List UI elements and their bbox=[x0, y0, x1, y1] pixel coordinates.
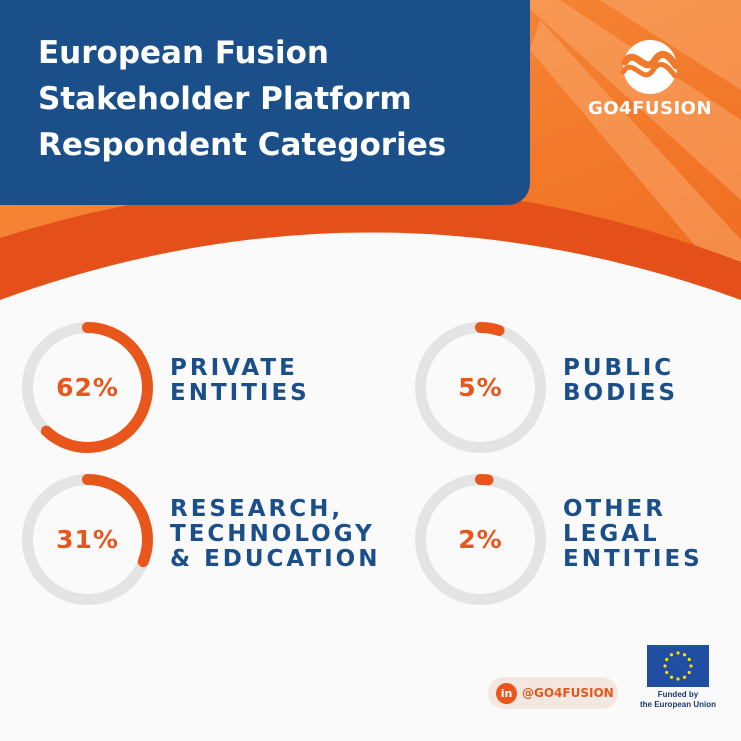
linkedin-icon: in bbox=[496, 683, 517, 704]
eu-star bbox=[669, 653, 674, 657]
eu-star bbox=[687, 670, 691, 675]
fusion-logo-icon bbox=[620, 40, 680, 94]
stat-research-technology-education: 31% RESEARCH, TECHNOLOGY & EDUCATION bbox=[20, 472, 380, 607]
arc-dark-band bbox=[0, 184, 741, 300]
ring-progress-private-entities bbox=[22, 322, 153, 453]
label-line: RESEARCH, bbox=[170, 496, 344, 522]
linkedin-badge[interactable]: in @GO4FUSION bbox=[488, 677, 618, 709]
label-line: & EDUCATION bbox=[170, 546, 381, 572]
eu-star bbox=[665, 670, 669, 675]
eu-star bbox=[682, 675, 687, 679]
category-label: OTHER LEGAL ENTITIES bbox=[563, 497, 703, 572]
label-line: ENTITIES bbox=[170, 380, 310, 406]
eu-line-2: the European Union bbox=[640, 700, 716, 709]
label-line: BODIES bbox=[563, 380, 679, 406]
label-line: TECHNOLOGY bbox=[170, 521, 375, 547]
logo-wordmark: GO4FUSION bbox=[587, 98, 713, 119]
percent-value: 2% bbox=[458, 525, 503, 554]
sunburst-rays bbox=[520, 0, 741, 300]
ring-progress-public-bodies bbox=[415, 322, 546, 453]
eu-star bbox=[676, 677, 680, 681]
title-line-1: European Fusion bbox=[38, 35, 329, 71]
eu-line-1: Funded by bbox=[657, 690, 699, 699]
stat-public-bodies: 5% PUBLIC BODIES bbox=[413, 320, 733, 455]
donut-chart bbox=[415, 474, 546, 605]
eu-stars bbox=[663, 651, 693, 681]
eu-flag-icon bbox=[647, 645, 709, 687]
white-arc bbox=[0, 232, 741, 741]
label-line: PUBLIC bbox=[563, 355, 675, 381]
stat-private-entities: 62% PRIVATE ENTITIES bbox=[20, 320, 380, 455]
go4fusion-logo: GO4FUSION bbox=[575, 38, 725, 128]
category-label: PUBLIC BODIES bbox=[563, 356, 678, 406]
page-title: European Fusion Stakeholder Platform Res… bbox=[38, 30, 446, 168]
eu-star bbox=[665, 657, 669, 662]
social-handle: @GO4FUSION bbox=[522, 686, 614, 700]
donut-chart bbox=[22, 322, 153, 453]
eu-star bbox=[669, 675, 674, 679]
donut-chart bbox=[22, 474, 153, 605]
donut-chart bbox=[415, 322, 546, 453]
ring-progress-research-technology-education bbox=[22, 474, 153, 605]
eu-star bbox=[687, 657, 691, 662]
title-line-3: Respondent Categories bbox=[38, 127, 447, 163]
label-line: OTHER bbox=[563, 496, 666, 522]
label-line: ENTITIES bbox=[563, 546, 703, 572]
label-line: LEGAL bbox=[563, 521, 660, 547]
eu-star bbox=[689, 664, 693, 668]
category-label: PRIVATE ENTITIES bbox=[170, 356, 310, 406]
eu-star bbox=[682, 653, 687, 657]
title-line-2: Stakeholder Platform bbox=[38, 81, 412, 117]
percent-value: 62% bbox=[56, 373, 119, 402]
percent-value: 31% bbox=[56, 525, 119, 554]
eu-funding-note: Funded by the European Union bbox=[628, 690, 728, 710]
stat-other-legal-entities: 2% OTHER LEGAL ENTITIES bbox=[413, 472, 733, 607]
eu-star bbox=[676, 651, 680, 655]
percent-value: 5% bbox=[458, 373, 503, 402]
category-label: RESEARCH, TECHNOLOGY & EDUCATION bbox=[170, 497, 381, 572]
ring-progress-other-legal-entities bbox=[415, 474, 546, 605]
eu-star bbox=[663, 664, 667, 668]
label-line: PRIVATE bbox=[170, 355, 298, 381]
title-banner: European Fusion Stakeholder Platform Res… bbox=[0, 0, 530, 205]
